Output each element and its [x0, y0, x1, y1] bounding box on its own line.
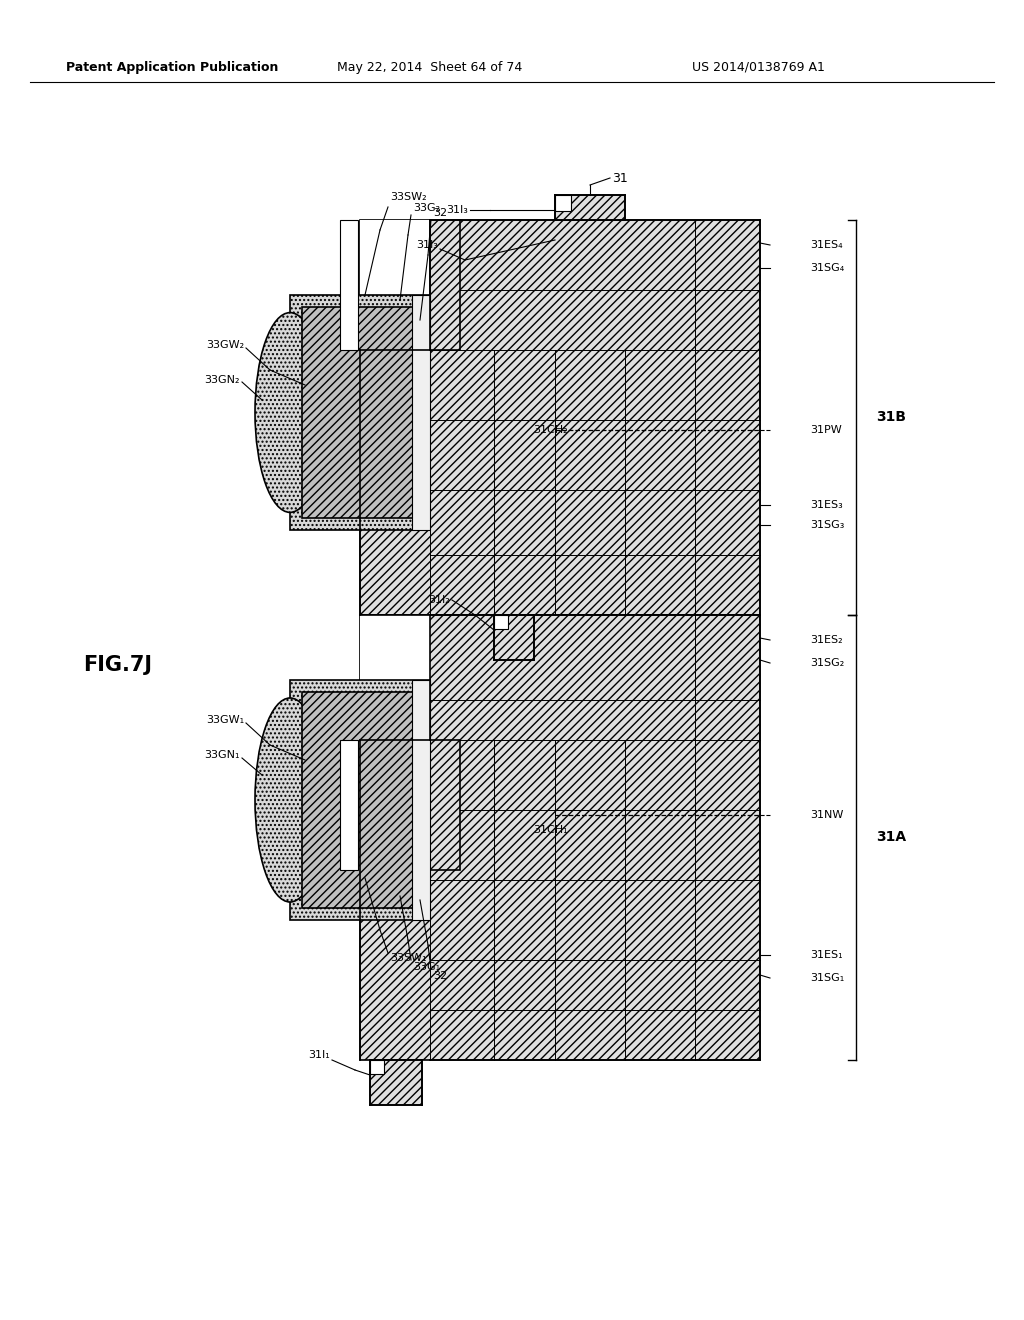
Bar — [494, 615, 534, 660]
Bar — [290, 294, 430, 531]
Bar — [340, 220, 358, 350]
Text: 33GN₂: 33GN₂ — [205, 375, 240, 385]
Bar — [360, 615, 430, 741]
Bar — [302, 692, 418, 908]
Bar — [430, 220, 460, 350]
Text: 31: 31 — [612, 172, 628, 185]
Text: 31B: 31B — [876, 411, 906, 424]
Text: 33G₂: 33G₂ — [413, 203, 440, 213]
Text: 31ES₁: 31ES₁ — [810, 950, 843, 960]
Bar — [412, 680, 430, 920]
Text: 31I₃: 31I₃ — [446, 205, 468, 215]
Bar — [494, 615, 508, 630]
Bar — [370, 1060, 422, 1105]
Text: 33GW₁: 33GW₁ — [206, 715, 244, 725]
Text: 31ES₃: 31ES₃ — [810, 500, 843, 510]
Ellipse shape — [255, 313, 325, 512]
Bar — [340, 741, 358, 870]
Text: 31SG₄: 31SG₄ — [810, 263, 844, 273]
Text: US 2014/0138769 A1: US 2014/0138769 A1 — [691, 61, 824, 74]
Bar — [302, 308, 418, 517]
Bar — [360, 220, 430, 350]
Text: 31SG₃: 31SG₃ — [810, 520, 845, 531]
Text: FIG.7J: FIG.7J — [84, 655, 153, 675]
Bar — [370, 1060, 384, 1074]
Text: May 22, 2014  Sheet 64 of 74: May 22, 2014 Sheet 64 of 74 — [337, 61, 522, 74]
Text: 33G₁: 33G₁ — [413, 962, 440, 972]
Text: 31I₃: 31I₃ — [416, 240, 438, 249]
Text: 31CH₂: 31CH₂ — [532, 425, 567, 436]
Text: 32: 32 — [433, 972, 447, 981]
Bar — [430, 741, 460, 870]
Text: 33GW₂: 33GW₂ — [206, 341, 244, 350]
Text: 31I₂: 31I₂ — [428, 595, 450, 605]
Text: 31CH₁: 31CH₁ — [532, 825, 567, 836]
Text: 31SG₂: 31SG₂ — [810, 657, 844, 668]
Text: 32: 32 — [433, 209, 447, 218]
Text: 31PW: 31PW — [810, 425, 842, 436]
Text: 31NW: 31NW — [810, 810, 844, 820]
Text: 31ES₂: 31ES₂ — [810, 635, 843, 645]
Text: 31SG₁: 31SG₁ — [810, 973, 844, 983]
Text: Patent Application Publication: Patent Application Publication — [66, 61, 279, 74]
Bar — [360, 220, 760, 615]
Text: 31I₁: 31I₁ — [308, 1049, 330, 1060]
Text: 31ES₄: 31ES₄ — [810, 240, 843, 249]
Text: 33SW₂: 33SW₂ — [390, 191, 427, 202]
Text: 31A: 31A — [876, 830, 906, 843]
Text: 33GN₁: 33GN₁ — [205, 750, 240, 760]
Bar — [360, 615, 760, 1060]
Bar — [290, 680, 430, 920]
Bar — [555, 195, 625, 220]
Bar — [555, 195, 571, 211]
Bar — [412, 294, 430, 531]
Text: 33SW₁: 33SW₁ — [390, 953, 427, 964]
Ellipse shape — [255, 698, 325, 902]
